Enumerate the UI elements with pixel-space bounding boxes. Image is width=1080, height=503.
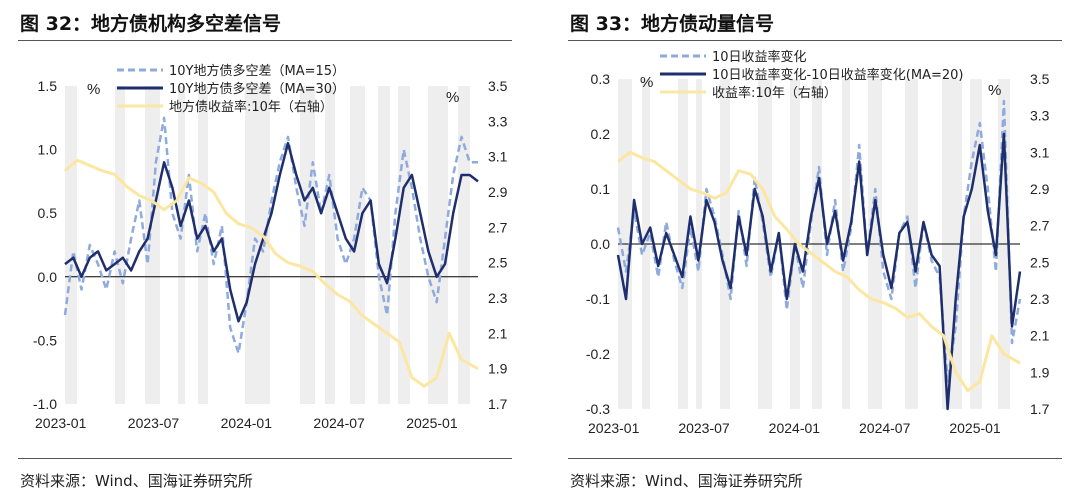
signal-shade xyxy=(198,86,208,404)
signal-shade xyxy=(378,86,390,404)
figure-title: 图 32：地方债机构多空差信号 xyxy=(20,13,282,35)
right-axis-tick: 1.7 xyxy=(488,396,508,412)
source-divider xyxy=(568,458,1062,459)
right-axis-tick: 3.1 xyxy=(488,149,508,165)
signal-shade xyxy=(300,86,315,404)
x-axis-tick: 2023-07 xyxy=(678,420,730,436)
x-axis-tick: 2024-07 xyxy=(313,415,365,431)
source-note: 资料来源：Wind、国海证券研究所 xyxy=(20,472,253,490)
legend: 10Y地方债多空差（MA=15） 10Y地方债多空差（MA=30） 地方债收益率:1… xyxy=(117,63,345,115)
right-axis-tick: 2.7 xyxy=(488,219,508,235)
right-axis-tick: 2.5 xyxy=(488,255,508,271)
right-axis-tick: 1.9 xyxy=(1030,364,1050,380)
x-axis-tick: 2024-07 xyxy=(859,420,911,436)
x-axis-tick: 2025-01 xyxy=(949,420,1001,436)
left-axis-tick: 1.5 xyxy=(38,78,58,94)
left-axis-tick: -1.0 xyxy=(33,396,57,412)
right-axis-tick: 3.3 xyxy=(488,113,508,129)
left-axis-tick: 0.0 xyxy=(38,269,58,285)
signal-shade xyxy=(65,86,77,404)
signal-shade xyxy=(145,86,160,404)
left-axis-unit: % xyxy=(87,81,100,98)
legend-label: 收益率:10年（右轴） xyxy=(712,85,837,101)
signal-shade xyxy=(350,86,365,404)
figure-title: 图 33：地方债动量信号 xyxy=(570,13,775,35)
right-axis-tick: 3.1 xyxy=(1030,144,1050,160)
signal-shade xyxy=(245,86,270,404)
source-divider xyxy=(18,458,512,459)
left-axis-unit: % xyxy=(640,74,653,91)
right-axis-tick: 1.7 xyxy=(1030,401,1050,417)
right-axis-tick: 3.3 xyxy=(1030,108,1050,124)
title-divider xyxy=(568,40,1062,41)
x-axis-tick: 2024-01 xyxy=(221,415,273,431)
plot-area: 0.3 0.2 0.1 0.0 -0.1 -0.2 -0.3 3.5 3.3 3.1 2.9 2.7 2… xyxy=(586,49,1050,436)
signal-shade xyxy=(115,86,125,404)
right-axis-tick: 1.9 xyxy=(488,361,508,377)
left-axis-tick: -0.1 xyxy=(586,291,610,307)
right-axis-tick: 2.7 xyxy=(1030,218,1050,234)
right-axis-unit: % xyxy=(988,82,1001,99)
right-axis-tick: 3.5 xyxy=(488,78,508,94)
chart-panel-left: 图 32：地方债机构多空差信号 1.5 1.0 0.5 0.0 -0.5 -1.0 3.5 3… xyxy=(0,0,530,503)
series-line-3 xyxy=(64,158,479,388)
right-axis-tick: 2.9 xyxy=(1030,181,1050,197)
source-note: 资料来源：Wind、国海证券研究所 xyxy=(570,472,803,490)
series-line-2 xyxy=(616,132,1022,411)
right-axis-tick: 3.5 xyxy=(1030,71,1050,87)
legend: 10日收益率变化 10日收益率变化-10日收益率变化(MA=20) 收益率:10年（… xyxy=(660,49,963,101)
left-axis-tick: -0.5 xyxy=(33,332,57,348)
x-axis-tick: 2023-01 xyxy=(588,420,640,436)
legend-label: 10Y地方债多空差（MA=15） xyxy=(169,63,345,79)
chart-panel-right: 图 33：地方债动量信号 0.3 0.2 0.1 0.0 -0.1 -0.2 -0.3 3.5… xyxy=(550,0,1080,503)
legend-label: 10Y地方债多空差（MA=30） xyxy=(169,81,345,97)
right-axis-tick: 2.3 xyxy=(488,290,508,306)
left-axis-tick: 0.2 xyxy=(591,126,611,142)
x-axis-tick: 2023-07 xyxy=(128,415,180,431)
x-axis-tick: 2024-01 xyxy=(769,420,821,436)
chart-left: 1.5 1.0 0.5 0.0 -0.5 -1.0 3.5 3.3 3.1 2.9 2.7 2.5 2.… xyxy=(33,63,508,431)
left-axis-tick: 0.1 xyxy=(591,181,611,197)
signal-shade xyxy=(428,86,448,404)
right-axis-tick: 2.1 xyxy=(488,325,508,341)
title-divider xyxy=(18,40,512,41)
x-axis-tick: 2023-01 xyxy=(35,415,87,431)
series-line-1 xyxy=(616,99,1022,383)
left-axis-tick: -0.3 xyxy=(586,401,610,417)
right-axis-tick: 2.5 xyxy=(1030,254,1050,270)
plot-area: 1.5 1.0 0.5 0.0 -0.5 -1.0 3.5 3.3 3.1 2.9 2.7 2.5 2.… xyxy=(33,63,508,431)
left-axis-tick: 1.0 xyxy=(38,142,58,158)
signal-shade xyxy=(325,86,335,404)
legend-label: 地方债收益率:10年（右轴） xyxy=(169,99,333,115)
left-axis-tick: 0.5 xyxy=(38,205,58,221)
left-axis-tick: 0.3 xyxy=(591,71,611,87)
right-axis-tick: 2.9 xyxy=(488,184,508,200)
series-line-1 xyxy=(63,116,478,355)
signal-shade xyxy=(458,86,470,404)
left-axis-tick: -0.2 xyxy=(586,346,610,362)
series-line-3 xyxy=(617,150,1021,393)
signal-shade xyxy=(178,86,185,404)
right-axis-tick: 2.3 xyxy=(1030,291,1050,307)
legend-label: 10日收益率变化 xyxy=(712,49,807,65)
x-axis-tick: 2025-01 xyxy=(406,415,458,431)
right-axis-tick: 2.1 xyxy=(1030,328,1050,344)
legend-label: 10日收益率变化-10日收益率变化(MA=20) xyxy=(712,67,963,83)
right-axis-unit: % xyxy=(446,89,459,106)
left-axis-tick: 0.0 xyxy=(591,236,611,252)
chart-right: 0.3 0.2 0.1 0.0 -0.1 -0.2 -0.3 3.5 3.3 3.1 2.9 2.7 2… xyxy=(586,49,1050,436)
series-line-2 xyxy=(64,141,479,323)
